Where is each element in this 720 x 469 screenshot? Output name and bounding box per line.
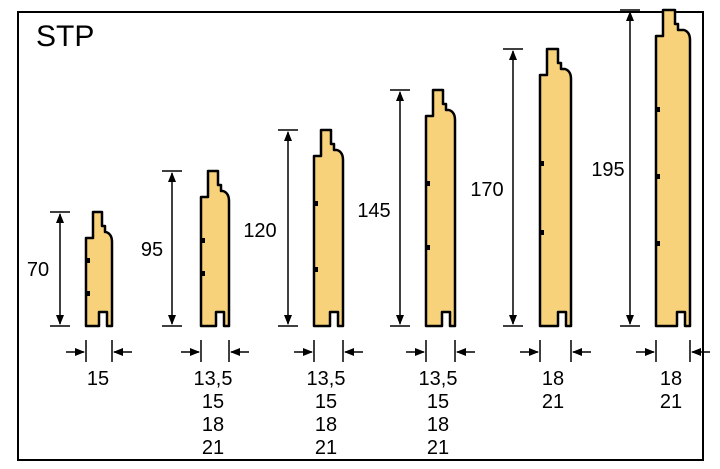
board-notch-4-2 [425, 245, 430, 250]
height-arrow-down-5 [509, 315, 517, 325]
board-profile-1 [84, 210, 114, 328]
board-notch-3-2 [313, 267, 318, 272]
thickness-arrow-right-5 [572, 348, 582, 356]
board-notch-2-1 [200, 238, 205, 243]
board-profile-5 [538, 47, 573, 328]
thickness-label-3-4: 21 [315, 437, 337, 459]
height-arrow-down-6 [626, 315, 634, 325]
board-notch-5-1 [539, 161, 544, 166]
thickness-label-1-1: 15 [87, 368, 109, 390]
board-notch-1-2 [85, 291, 90, 296]
thickness-arrow-left-5 [529, 348, 539, 356]
diagram-title: STP [36, 20, 95, 53]
thickness-label-3-3: 18 [315, 414, 337, 436]
height-arrow-up-6 [626, 11, 634, 21]
thickness-label-2-3: 18 [202, 414, 224, 436]
height-label-2: 95 [141, 239, 163, 261]
height-arrow-up-2 [168, 172, 176, 182]
height-arrow-down-3 [284, 315, 292, 325]
thickness-label-4-1: 13,5 [419, 368, 458, 390]
thickness-label-3-2: 15 [315, 391, 337, 413]
height-arrow-up-4 [396, 91, 404, 101]
height-label-6: 195 [591, 159, 624, 181]
diagram-frame [17, 11, 704, 461]
height-arrow-down-2 [168, 315, 176, 325]
thickness-label-2-1: 13,5 [194, 368, 233, 390]
height-arrow-up-3 [284, 131, 292, 141]
height-arrow-up-1 [56, 213, 64, 223]
board-notch-3-1 [313, 201, 318, 206]
thickness-label-2-4: 21 [202, 437, 224, 459]
board-profile-6 [654, 8, 692, 328]
thickness-arrow-right-2 [230, 348, 240, 356]
board-profile-2 [199, 169, 231, 328]
thickness-arrow-right-3 [344, 348, 354, 356]
thickness-arrow-left-3 [303, 348, 313, 356]
thickness-arrow-left-6 [645, 348, 655, 356]
thickness-label-6-2: 21 [660, 391, 682, 413]
thickness-label-4-3: 18 [427, 414, 449, 436]
thickness-label-5-1: 18 [542, 368, 564, 390]
thickness-arrow-left-4 [415, 348, 425, 356]
thickness-arrow-left-1 [75, 348, 85, 356]
thickness-label-2-2: 15 [202, 391, 224, 413]
board-notch-6-2 [655, 174, 660, 179]
thickness-arrow-right-4 [456, 348, 466, 356]
thickness-arrow-right-6 [691, 348, 701, 356]
board-notch-4-1 [425, 181, 430, 186]
height-arrow-down-4 [396, 315, 404, 325]
height-arrow-down-1 [56, 315, 64, 325]
height-label-5: 170 [470, 179, 503, 201]
thickness-label-4-4: 21 [427, 437, 449, 459]
height-label-1: 70 [27, 259, 49, 281]
thickness-arrow-right-1 [113, 348, 123, 356]
board-notch-5-2 [539, 230, 544, 235]
height-label-3: 120 [243, 220, 276, 242]
board-notch-6-3 [655, 241, 660, 246]
board-notch-2-2 [200, 271, 205, 276]
thickness-label-4-2: 15 [427, 391, 449, 413]
board-profile-4 [424, 88, 457, 328]
board-notch-1-1 [85, 258, 90, 263]
board-notch-6-1 [655, 107, 660, 112]
height-label-4: 145 [357, 200, 390, 222]
thickness-label-5-2: 21 [542, 391, 564, 413]
thickness-arrow-left-2 [190, 348, 200, 356]
board-profile-3 [312, 128, 345, 328]
thickness-label-6-1: 18 [660, 368, 682, 390]
height-arrow-up-5 [509, 50, 517, 60]
thickness-label-3-1: 13,5 [307, 368, 346, 390]
